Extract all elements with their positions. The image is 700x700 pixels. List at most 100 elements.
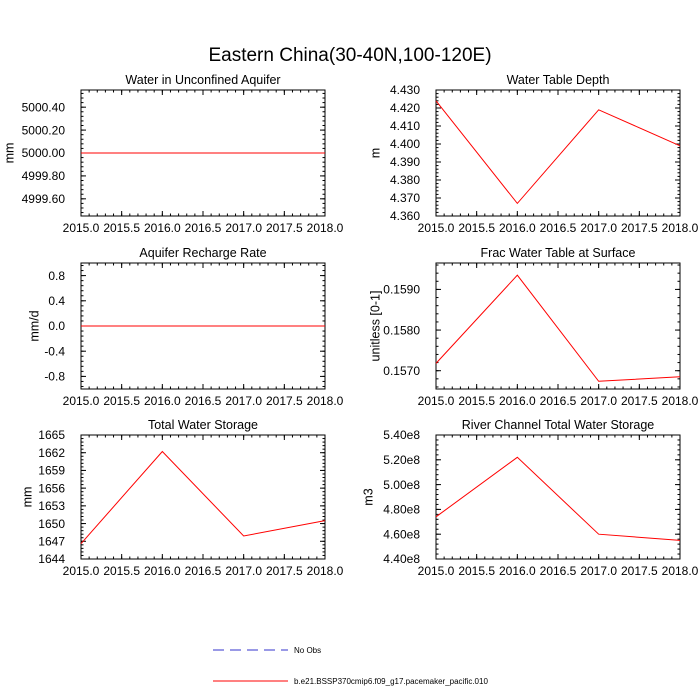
x-tick-label: 2018.0 <box>662 221 699 235</box>
y-tick-label: 4999.60 <box>22 192 66 206</box>
y-tick-label: 1665 <box>38 428 65 442</box>
y-axis-label: m <box>368 148 382 158</box>
y-axis-label: unitless [0-1] <box>368 291 382 362</box>
figure-title: Eastern China(30-40N,100-120E) <box>208 45 491 66</box>
x-tick-label: 2015.5 <box>458 221 495 235</box>
x-tick-label: 2016.5 <box>185 564 222 578</box>
x-tick-label: 2015.0 <box>63 564 100 578</box>
y-tick-label: 0.8 <box>48 269 65 283</box>
x-tick-label: 2015.5 <box>103 564 140 578</box>
y-axis-label: mm <box>2 143 16 164</box>
panel-5: Total Water Storage mm 2015.0 2015.5 2016.0 2… <box>20 418 343 578</box>
y-tick-label: 4999.80 <box>22 169 66 183</box>
x-tick-label: 2017.5 <box>266 221 303 235</box>
x-tick-label: 2016.0 <box>499 564 536 578</box>
x-tick-label: 2015.5 <box>458 564 495 578</box>
legend-label: No Obs <box>294 646 321 655</box>
y-axis-label: mm/d <box>27 310 41 341</box>
x-tick-label: 2015.0 <box>418 564 455 578</box>
x-tick-label: 2018.0 <box>307 221 344 235</box>
y-tick-label: 5000.20 <box>22 123 66 137</box>
y-tick-label: 5.00e8 <box>383 478 420 492</box>
legend-entry: b.e21.BSSP370cmip6.f09_g17.pacemaker_pac… <box>213 677 488 686</box>
x-tick-label: 2018.0 <box>662 564 699 578</box>
panel-title: Total Water Storage <box>148 418 258 432</box>
legend-entry: No Obs <box>213 646 321 655</box>
x-tick-label: 2015.0 <box>418 394 455 408</box>
y-tick-label: 4.420 <box>390 101 420 115</box>
plot-frame <box>435 434 681 560</box>
x-tick-label: 2015.5 <box>458 394 495 408</box>
y-tick-label: 0.1580 <box>383 323 420 337</box>
y-tick-label: 5.40e8 <box>383 428 420 442</box>
x-tick-label: 2016.5 <box>540 221 577 235</box>
x-tick-label: 2016.0 <box>144 394 181 408</box>
series-line <box>435 100 681 205</box>
panel-6: River Channel Total Water Storage m3 2015.… <box>361 418 698 578</box>
panel-1: Water in Unconfined Aquifer mm 2015.0 2015.… <box>2 73 343 235</box>
panel-title: Water in Unconfined Aquifer <box>125 73 280 87</box>
x-tick-label: 2015.5 <box>103 394 140 408</box>
y-tick-label: 4.370 <box>390 191 420 205</box>
x-tick-label: 2017.5 <box>621 564 658 578</box>
legend: No Obs b.e21.BSSP370cmip6.f09_g17.pacemak… <box>213 646 488 686</box>
x-tick-label: 2016.5 <box>540 564 577 578</box>
plot-frame <box>435 89 681 217</box>
y-axis-label: m3 <box>361 488 375 505</box>
y-tick-label: 1656 <box>38 481 65 495</box>
x-tick-label: 2017.0 <box>225 394 262 408</box>
y-tick-label: 0.4 <box>48 294 65 308</box>
y-tick-label: 5000.40 <box>22 100 66 114</box>
y-tick-label: 0.1570 <box>383 364 420 378</box>
x-tick-label: 2015.0 <box>418 221 455 235</box>
panel-title: River Channel Total Water Storage <box>462 418 655 432</box>
x-tick-label: 2017.5 <box>266 394 303 408</box>
y-tick-label: 1659 <box>38 464 65 478</box>
y-tick-label: 1650 <box>38 517 65 531</box>
x-tick-label: 2017.0 <box>580 394 617 408</box>
x-tick-label: 2015.0 <box>63 394 100 408</box>
y-tick-label: 4.60e8 <box>383 527 420 541</box>
series-line <box>435 274 681 382</box>
y-tick-label: 4.390 <box>390 155 420 169</box>
x-tick-label: 2017.0 <box>580 221 617 235</box>
y-tick-label: 4.80e8 <box>383 503 420 517</box>
x-tick-label: 2016.5 <box>185 394 222 408</box>
x-tick-label: 2017.5 <box>621 394 658 408</box>
x-tick-label: 2016.0 <box>499 394 536 408</box>
legend-label: b.e21.BSSP370cmip6.f09_g17.pacemaker_pac… <box>294 677 488 686</box>
panel-2: Water Table Depth m 2015.0 2015.5 2016.0 2016… <box>368 73 698 235</box>
panel-title: Water Table Depth <box>507 73 610 87</box>
plot-frame <box>435 262 681 390</box>
y-tick-label: 5000.00 <box>22 146 66 160</box>
y-tick-label: 5.20e8 <box>383 453 420 467</box>
y-tick-label: 4.410 <box>390 119 420 133</box>
x-tick-label: 2015.5 <box>103 221 140 235</box>
series-line <box>435 456 681 541</box>
panel-4: Frac Water Table at Surface unitless [0-1… <box>368 246 698 408</box>
plot-frame <box>80 434 326 560</box>
y-tick-label: 0.1590 <box>383 283 420 297</box>
x-tick-label: 2018.0 <box>307 394 344 408</box>
panel-title: Aquifer Recharge Rate <box>139 246 266 260</box>
x-tick-label: 2017.0 <box>225 564 262 578</box>
y-tick-label: 1653 <box>38 499 65 513</box>
x-tick-label: 2016.0 <box>144 221 181 235</box>
x-tick-label: 2017.0 <box>580 564 617 578</box>
y-tick-label: 1662 <box>38 446 65 460</box>
y-tick-label: 4.360 <box>390 209 420 223</box>
y-axis-label: mm <box>20 487 34 508</box>
y-tick-label: -0.4 <box>44 344 65 358</box>
x-tick-label: 2015.0 <box>63 221 100 235</box>
x-tick-label: 2016.5 <box>540 394 577 408</box>
y-tick-label: 1644 <box>38 552 65 566</box>
y-tick-label: 0.0 <box>48 319 65 333</box>
panel-title: Frac Water Table at Surface <box>481 246 636 260</box>
x-tick-label: 2016.5 <box>185 221 222 235</box>
y-tick-label: -0.8 <box>44 370 65 384</box>
x-tick-label: 2016.0 <box>144 564 181 578</box>
x-tick-label: 2017.5 <box>621 221 658 235</box>
x-tick-label: 2018.0 <box>307 564 344 578</box>
